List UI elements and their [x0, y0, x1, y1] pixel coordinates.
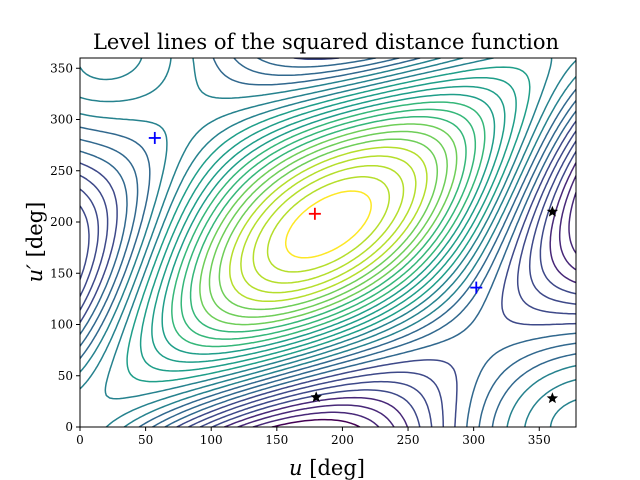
x-tick-label: 100 [200, 433, 223, 447]
x-tick-label: 0 [76, 433, 84, 447]
contour-line [139, 76, 517, 372]
contour-line [271, 418, 361, 427]
y-tick-label: 250 [50, 164, 73, 178]
y-tick-label: 150 [50, 266, 73, 280]
contour-line [199, 123, 458, 326]
x-tick-label: 50 [138, 433, 153, 447]
y-axis-label-unit: [deg] [23, 202, 47, 264]
y-tick-label: 350 [50, 61, 73, 75]
contour-line [171, 101, 486, 348]
contour-line [151, 85, 506, 363]
star-marker [546, 205, 559, 217]
y-axis-label-symbol: u′ [23, 264, 47, 283]
x-tick-label: 250 [397, 433, 420, 447]
y-tick-label: 200 [50, 215, 73, 229]
contour-line [180, 108, 477, 340]
contour-line [252, 164, 405, 284]
contour-line [240, 155, 417, 294]
contour-line [266, 176, 391, 273]
contour-lines [80, 58, 576, 427]
x-tick-label: 150 [265, 433, 288, 447]
x-tick-label: 300 [462, 433, 485, 447]
y-tick-label: 100 [50, 318, 73, 332]
markers [148, 131, 559, 404]
contour-line [218, 138, 439, 311]
x-axis-label-unit: [deg] [303, 456, 365, 480]
contour-line [229, 146, 428, 303]
contour-line [80, 58, 576, 427]
contour-line [208, 130, 448, 318]
star-marker [546, 392, 559, 404]
plus-marker [470, 281, 483, 294]
x-tick-label: 350 [528, 433, 551, 447]
chart-title: Level lines of the squared distance func… [93, 30, 559, 54]
contour-line [126, 66, 531, 383]
x-axis-ticks: 0 50 100 150 200 250 300 350 [76, 427, 551, 447]
plot-frame [79, 57, 577, 428]
y-tick-label: 300 [50, 113, 73, 127]
contour-line [161, 93, 496, 355]
contour-line [284, 190, 372, 259]
star-marker [310, 391, 322, 403]
x-tick-label: 200 [331, 433, 354, 447]
y-axis-label: u′ [deg] [23, 202, 47, 283]
contour-line [80, 58, 576, 427]
x-axis-label: u [deg] [289, 456, 365, 480]
plus-marker [308, 207, 321, 220]
y-tick-label: 50 [58, 369, 73, 383]
contour-line [80, 150, 576, 427]
y-tick-label: 0 [65, 420, 73, 434]
x-axis-label-symbol: u [289, 456, 303, 480]
contour-line [189, 115, 467, 333]
contour-line [223, 162, 576, 427]
plus-marker [148, 131, 161, 144]
y-axis-ticks: 0 50 100 150 200 250 300 350 [50, 61, 80, 434]
